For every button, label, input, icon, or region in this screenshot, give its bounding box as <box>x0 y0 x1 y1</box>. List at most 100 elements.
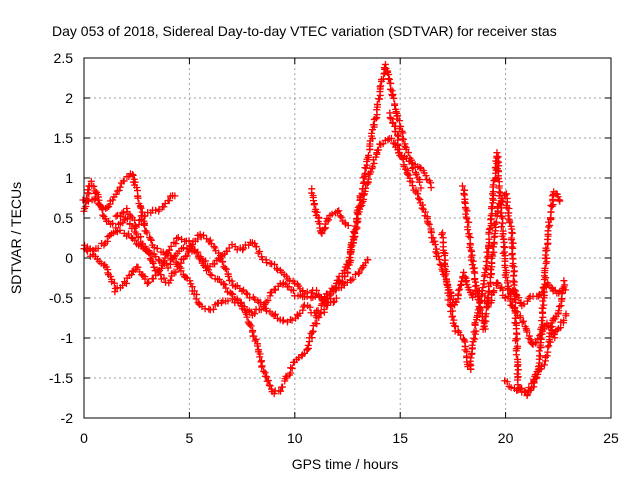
data-point <box>377 82 385 90</box>
data-point <box>166 276 174 284</box>
data-point <box>394 141 402 149</box>
data-point <box>461 346 469 354</box>
data-point <box>468 341 476 349</box>
data-point <box>174 234 182 242</box>
y-tick-label: 1.5 <box>54 130 74 146</box>
data-point <box>137 204 145 212</box>
data-point <box>501 263 509 271</box>
data-point <box>512 298 520 306</box>
y-tick-label: 2 <box>65 90 73 106</box>
data-point <box>136 203 144 211</box>
data-point <box>498 213 506 221</box>
data-point <box>498 219 506 227</box>
data-point <box>211 260 219 268</box>
data-point <box>320 296 328 304</box>
data-point <box>482 310 490 318</box>
data-point <box>224 272 232 280</box>
data-point <box>417 184 425 192</box>
data-point <box>256 353 264 361</box>
data-point <box>271 286 279 294</box>
data-point <box>494 174 502 182</box>
data-point <box>555 307 563 315</box>
data-point <box>260 367 268 375</box>
x-tick-label: 10 <box>287 430 303 446</box>
data-point <box>548 323 556 331</box>
data-point <box>264 296 272 304</box>
data-point <box>271 310 279 318</box>
data-point <box>84 186 92 194</box>
data-point <box>369 163 377 171</box>
data-point <box>218 258 226 266</box>
data-point <box>414 190 422 198</box>
series-track-3 <box>80 177 372 326</box>
data-point <box>194 248 202 256</box>
data-point <box>456 285 464 293</box>
data-point <box>464 226 472 234</box>
data-point <box>153 244 161 252</box>
data-point <box>408 165 416 173</box>
data-point <box>546 221 554 229</box>
data-point <box>431 240 439 248</box>
data-point <box>541 353 549 361</box>
data-point <box>118 209 126 217</box>
data-point <box>147 236 155 244</box>
data-point <box>206 270 214 278</box>
data-point <box>143 279 151 287</box>
data-point <box>530 379 538 387</box>
data-point <box>492 218 500 226</box>
data-point <box>539 321 547 329</box>
data-point <box>279 316 287 324</box>
data-point <box>380 64 388 72</box>
x-axis-ticks: 0 5 10 15 20 25 <box>80 58 619 446</box>
data-point <box>504 284 512 292</box>
data-point <box>405 149 413 157</box>
data-point <box>273 264 281 272</box>
data-point <box>367 168 375 176</box>
data-point <box>364 151 372 159</box>
data-point <box>523 328 531 336</box>
data-point <box>473 287 481 295</box>
data-point <box>540 301 548 309</box>
data-point <box>205 266 213 274</box>
data-point <box>520 317 528 325</box>
data-point <box>251 310 259 318</box>
data-point <box>129 171 137 179</box>
data-point <box>270 312 278 320</box>
data-point <box>387 85 395 93</box>
data-point <box>103 237 111 245</box>
y-tick-label: 1 <box>65 170 73 186</box>
data-point <box>556 197 564 205</box>
data-point <box>353 214 361 222</box>
data-point <box>120 177 128 185</box>
data-point <box>237 298 245 306</box>
data-point <box>112 190 120 198</box>
data-point <box>131 228 139 236</box>
data-point <box>312 312 320 320</box>
data-point <box>119 282 127 290</box>
data-point <box>512 337 520 345</box>
data-point <box>405 171 413 179</box>
data-point <box>137 216 145 224</box>
data-point <box>94 244 102 252</box>
series-track-8 <box>438 149 570 373</box>
data-point <box>514 386 522 394</box>
data-point <box>115 186 123 194</box>
y-tick-label: -1 <box>61 330 74 346</box>
data-point <box>263 377 271 385</box>
data-point <box>134 194 142 202</box>
data-point <box>122 279 130 287</box>
data-point <box>180 244 188 252</box>
data-point <box>548 192 556 200</box>
data-point <box>432 248 440 256</box>
data-point <box>507 384 515 392</box>
data-point <box>109 196 117 204</box>
data-point <box>279 383 287 391</box>
data-point <box>175 263 183 271</box>
data-point <box>313 208 321 216</box>
data-point <box>344 221 352 229</box>
series-track-5 <box>112 192 179 231</box>
data-point <box>256 248 264 256</box>
data-point <box>513 362 521 370</box>
data-point <box>416 196 424 204</box>
